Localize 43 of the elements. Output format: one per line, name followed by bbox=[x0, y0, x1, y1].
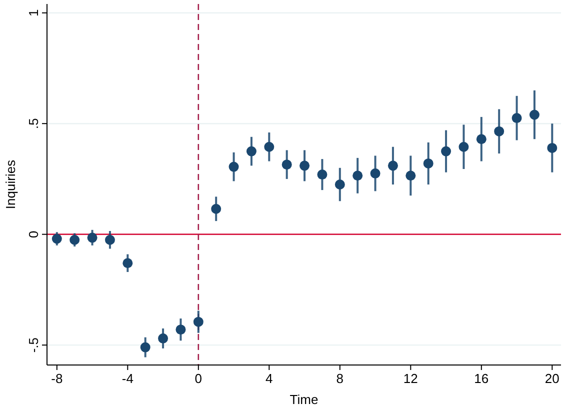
point bbox=[282, 160, 292, 170]
point bbox=[512, 113, 522, 124]
x-tick-label: 16 bbox=[474, 371, 489, 386]
y-tick-label: .5 bbox=[26, 118, 41, 130]
point bbox=[104, 234, 115, 245]
y-tick-label: -.5 bbox=[26, 337, 41, 353]
point bbox=[140, 342, 150, 352]
point bbox=[458, 142, 469, 152]
point bbox=[317, 170, 328, 180]
x-tick-label: 8 bbox=[336, 371, 344, 386]
point bbox=[494, 126, 504, 136]
point bbox=[476, 134, 486, 144]
point bbox=[228, 162, 239, 172]
point bbox=[70, 234, 80, 245]
point bbox=[334, 180, 345, 190]
point bbox=[193, 316, 204, 327]
x-tick-label: 0 bbox=[194, 371, 202, 386]
point bbox=[370, 168, 380, 178]
point bbox=[441, 146, 452, 156]
x-tick-label: 20 bbox=[544, 371, 560, 386]
point bbox=[122, 258, 133, 268]
point bbox=[158, 333, 168, 344]
y-tick-label: 0 bbox=[26, 230, 41, 238]
point bbox=[423, 158, 434, 168]
point bbox=[352, 170, 363, 181]
x-tick-label: 12 bbox=[403, 371, 418, 386]
y-axis-title: Inquiries bbox=[3, 159, 18, 210]
point bbox=[300, 160, 310, 171]
x-axis-title: Time bbox=[290, 392, 318, 407]
y-tick-label: 1 bbox=[26, 9, 41, 16]
point bbox=[176, 324, 186, 335]
point bbox=[547, 142, 558, 153]
x-tick-label: -8 bbox=[51, 371, 63, 386]
point bbox=[264, 142, 274, 152]
x-tick-label: -4 bbox=[122, 371, 134, 386]
point bbox=[529, 110, 540, 120]
point bbox=[246, 146, 256, 156]
point bbox=[87, 232, 98, 243]
point bbox=[52, 234, 62, 244]
point bbox=[211, 204, 222, 214]
x-tick-label: 4 bbox=[266, 371, 273, 386]
point bbox=[406, 170, 416, 181]
point bbox=[388, 160, 398, 171]
